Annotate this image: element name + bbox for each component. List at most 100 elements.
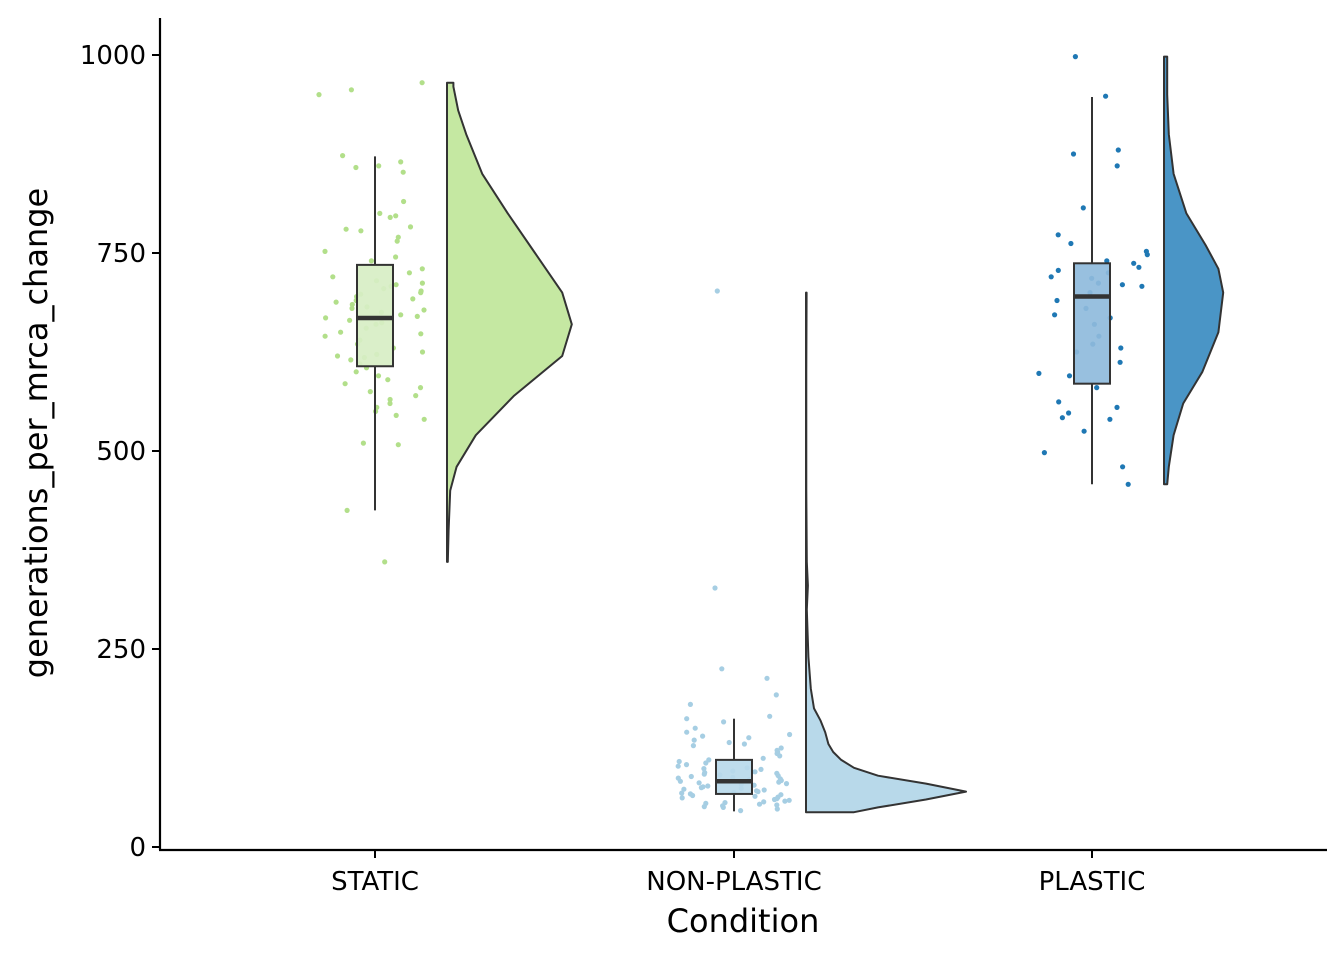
data-point [777, 753, 783, 759]
group-plastic [1036, 54, 1225, 487]
x-tick-label: NON-PLASTIC [646, 867, 822, 897]
data-point [343, 226, 349, 232]
data-point [758, 766, 764, 773]
data-point [375, 373, 382, 379]
data-point [1144, 252, 1150, 258]
box-iqr [1073, 262, 1111, 385]
y-tick-label: 0 [129, 833, 146, 863]
half-violin [1163, 55, 1225, 486]
data-point [787, 731, 793, 738]
data-point [688, 773, 694, 780]
data-point [1072, 54, 1078, 60]
data-point [1066, 373, 1073, 379]
data-point [387, 400, 393, 407]
data-point [687, 701, 694, 708]
data-point [1118, 345, 1124, 351]
data-point [1103, 93, 1109, 99]
data-point [316, 92, 322, 98]
data-point [1066, 410, 1072, 416]
x-ticks: STATIC NON-PLASTIC PLASTIC [331, 850, 1145, 897]
data-point [387, 396, 393, 403]
data-point [1125, 481, 1131, 487]
data-point [676, 758, 682, 765]
data-point [701, 771, 707, 777]
data-point [418, 331, 424, 337]
data-point [675, 763, 681, 769]
group-non-plastic [675, 288, 967, 814]
box-iqr [356, 263, 394, 368]
data-point [340, 153, 346, 159]
data-point [756, 801, 763, 807]
data-point [681, 786, 687, 792]
data-point [1119, 282, 1125, 288]
data-point [719, 666, 725, 672]
data-point [353, 369, 359, 375]
data-point [1068, 240, 1074, 247]
data-point [395, 442, 401, 448]
half-violin [805, 291, 967, 814]
data-point [333, 299, 339, 305]
y-tick-label: 500 [96, 437, 146, 467]
data-point [679, 795, 685, 801]
data-point [1056, 399, 1062, 405]
data-point [755, 789, 761, 795]
data-point [387, 214, 393, 220]
data-point [395, 234, 401, 240]
data-point [690, 792, 696, 799]
data-point [690, 743, 697, 749]
data-point [714, 288, 720, 294]
data-point [773, 692, 779, 698]
data-point [782, 798, 788, 804]
data-point [701, 766, 707, 772]
data-point [353, 164, 359, 171]
data-point [393, 282, 399, 288]
data-point [746, 735, 752, 741]
data-point [393, 254, 399, 260]
data-point [1081, 428, 1087, 434]
data-point [705, 783, 711, 789]
y-axis-title: generations_per_mrca_change [17, 188, 55, 678]
data-point [419, 266, 425, 272]
y-ticks: 0 250 500 750 1000 [80, 41, 160, 863]
data-point [786, 797, 792, 803]
groups-layer [316, 54, 1225, 814]
data-point [1055, 232, 1061, 238]
data-point [406, 270, 412, 276]
data-point [703, 760, 709, 766]
data-point [691, 737, 697, 743]
data-point [1094, 385, 1100, 391]
data-point [385, 377, 391, 383]
data-point [348, 357, 354, 363]
data-point [421, 307, 427, 313]
data-point [349, 305, 355, 311]
data-point [344, 507, 350, 513]
data-point [1059, 415, 1065, 421]
data-point [776, 779, 782, 785]
x-tick-label: STATIC [331, 867, 419, 897]
data-point [1136, 264, 1142, 270]
data-point [721, 719, 727, 725]
data-point [419, 280, 425, 286]
data-point [683, 762, 690, 768]
data-point [323, 315, 329, 321]
data-point [684, 716, 690, 722]
data-point [419, 80, 425, 86]
y-tick-label: 1000 [80, 41, 146, 71]
data-point [393, 412, 399, 418]
data-point [1120, 464, 1126, 470]
data-point [330, 274, 336, 280]
data-point [778, 745, 784, 751]
data-point [417, 385, 424, 391]
data-point [393, 213, 399, 219]
data-point [1114, 163, 1120, 169]
data-point [367, 389, 373, 395]
data-point [741, 741, 748, 747]
data-point [761, 787, 767, 793]
data-point [712, 585, 718, 591]
y-tick-label: 250 [96, 635, 146, 665]
data-point [1041, 450, 1047, 456]
data-point [1114, 404, 1120, 410]
data-point [368, 258, 374, 264]
half-violin [446, 81, 573, 563]
